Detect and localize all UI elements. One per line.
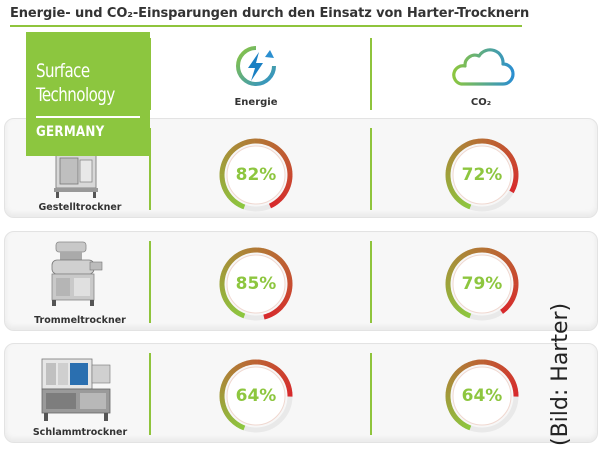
row-divider xyxy=(370,128,372,210)
lightning-recycle-icon xyxy=(236,46,276,86)
title-underline xyxy=(10,25,522,27)
gauge-arc-segment xyxy=(509,186,516,194)
gauge-inner xyxy=(452,254,512,314)
row-divider xyxy=(370,353,372,435)
gauge-value: 82% xyxy=(235,165,277,185)
gauge-energie-schlammtrockner: 64% xyxy=(216,356,296,436)
gauge-inner xyxy=(452,366,512,426)
gauge-ring xyxy=(219,359,293,433)
gauge-ring xyxy=(445,138,519,212)
gauge-co2-gestelltrockner: 72% xyxy=(442,135,522,215)
surface-technology-germany-logo: Surface Technology GERMANY xyxy=(26,32,150,156)
gauge-value: 79% xyxy=(461,274,503,294)
gauge-value: 72% xyxy=(461,165,503,185)
row-divider xyxy=(370,241,372,323)
column-label-energie: Energie xyxy=(234,97,278,108)
row-label-gestelltrockner: Gestelltrockner xyxy=(38,202,122,213)
image-credit: (Bild: Harter) xyxy=(548,302,573,446)
gauge-inner xyxy=(226,254,286,314)
page-title: Energie- und CO₂-Einsparungen durch den … xyxy=(10,6,530,21)
logo-text-germany: GERMANY xyxy=(36,124,105,140)
gauge-inner xyxy=(226,145,286,205)
gauge-ring xyxy=(219,138,293,212)
gauge-inner xyxy=(452,145,512,205)
gauge-value: 64% xyxy=(461,386,503,406)
row-label-schlammtrockner: Schlammtrockner xyxy=(32,427,128,438)
gauge-arc-segment xyxy=(263,313,270,320)
gauge-co2-schlammtrockner: 64% xyxy=(442,356,522,436)
gauge-co2-trommeltrockner: 79% xyxy=(442,244,522,324)
gauge-value: 85% xyxy=(235,274,277,294)
gauge-energie-trommeltrockner: 85% xyxy=(216,244,296,324)
logo-text-surface: Surface xyxy=(36,60,90,82)
gauge-value: 64% xyxy=(235,386,277,406)
drum-dryer-image xyxy=(51,241,103,306)
row-divider xyxy=(149,128,151,210)
gauge-arc-segment xyxy=(500,306,507,314)
gauge-ring xyxy=(445,359,519,433)
logo-divider xyxy=(36,116,140,118)
sludge-dryer-image xyxy=(41,358,111,421)
logo-text-technology: Technology xyxy=(36,84,115,106)
gauge-inner xyxy=(226,366,286,426)
gauge-energie-gestelltrockner: 82% xyxy=(216,135,296,215)
gauge-arc-segment xyxy=(268,201,276,209)
header-divider xyxy=(370,38,372,110)
gauge-ring xyxy=(219,247,293,321)
row-divider xyxy=(149,241,151,323)
rack-dryer-image xyxy=(54,153,98,198)
header-divider xyxy=(149,38,151,110)
row-label-trommeltrockner: Trommeltrockner xyxy=(34,315,126,326)
column-label-co2: CO₂ xyxy=(470,97,492,108)
gauge-ring xyxy=(445,247,519,321)
cloud-icon xyxy=(452,48,515,86)
row-divider xyxy=(149,353,151,435)
